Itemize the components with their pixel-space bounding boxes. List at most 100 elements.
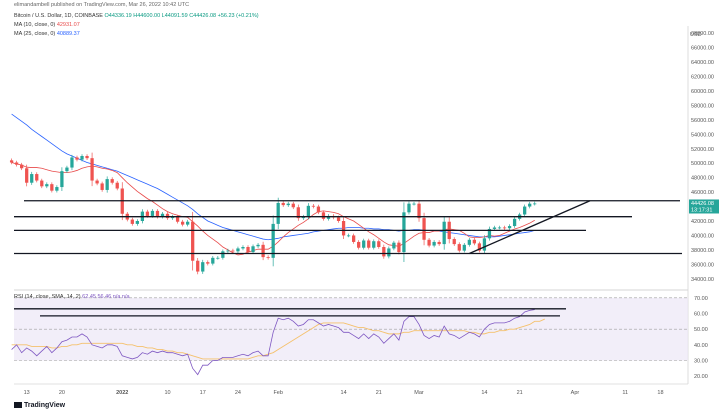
ohlc-values: O44336.19 H44600.00 L44091.59 C44426.08 … (104, 13, 259, 19)
candle-body (55, 187, 59, 191)
candle-body (523, 206, 527, 215)
candle-body (45, 184, 49, 187)
candle-body (70, 157, 74, 168)
candle-body (201, 262, 205, 272)
time-tick-label: 14 (481, 390, 487, 396)
tradingview-logo[interactable]: TradingView (14, 402, 65, 409)
ma25-legend[interactable]: MA (25, close, 0) 40889.37 (14, 31, 80, 37)
ma25-value: 40889.37 (56, 31, 80, 37)
candle-body (377, 241, 381, 247)
candle-body (367, 240, 371, 248)
price-tick-label: 58000.00 (691, 103, 714, 109)
price-tick-label: 66000.00 (691, 46, 714, 52)
candle-body (321, 212, 326, 219)
price-tick-label: 60000.00 (691, 89, 714, 95)
candle-body (130, 219, 134, 224)
candle-body (170, 216, 175, 219)
time-tick-label: 14 (341, 390, 347, 396)
candle-body (407, 203, 411, 213)
candle-body (241, 247, 245, 249)
price-tick-label: 50000.00 (691, 161, 714, 167)
ma10-label: MA (10, close, 0) (14, 22, 56, 28)
time-tick-label: 24 (235, 390, 241, 396)
time-tick-label: 10 (164, 390, 170, 396)
candle-body (336, 217, 341, 221)
candle-body (155, 210, 160, 217)
time-tick-label: 13 (24, 390, 30, 396)
candle-body (100, 183, 104, 190)
candle-body (65, 167, 69, 172)
candle-body (437, 241, 441, 245)
candle-body (105, 179, 109, 190)
candle-body (221, 251, 225, 258)
candle-body (362, 240, 366, 248)
ma10-legend[interactable]: MA (10, close, 0) 42931.07 (14, 22, 80, 28)
candle-body (306, 205, 311, 217)
candle-body (452, 239, 456, 245)
candle-body (296, 207, 300, 219)
axes: USD 68000.00 66000.00 64000.00 62000.00 6000… (24, 31, 719, 396)
tradingview-logo-text: TradingView (24, 402, 66, 409)
price-tick-label: 42000.00 (691, 219, 714, 225)
candle-body (50, 184, 54, 191)
rsi-tick-label: 70.00 (694, 296, 708, 302)
candle-body (472, 239, 476, 244)
candle-body (80, 156, 84, 160)
candle-body (397, 242, 401, 253)
price-tick-label: 64000.00 (691, 60, 714, 66)
candle-body (316, 206, 321, 213)
candle-body (256, 244, 260, 247)
candle-body (191, 221, 195, 261)
candle-body (246, 247, 250, 253)
price-tick-label: 48000.00 (691, 176, 714, 182)
rsi-tick-label: 60.00 (694, 312, 708, 318)
price-tick-label: 36000.00 (691, 262, 714, 268)
candle-body (261, 244, 265, 258)
rsi-tick-label: 40.00 (694, 343, 708, 349)
rsi-label: RSI (14, close, SMA, 14, 2) (14, 294, 81, 300)
candle-body (326, 215, 331, 219)
candle-body (487, 228, 492, 239)
candle-body (372, 241, 376, 248)
candle-body (211, 257, 215, 264)
tradingview-logo-icon (14, 402, 22, 409)
candle-body (14, 162, 19, 165)
candle-body (346, 235, 351, 237)
candle-body (25, 168, 29, 183)
candle-body (20, 164, 24, 169)
candle-body (533, 203, 537, 205)
candle-body (226, 250, 230, 252)
last-price-label: 44426.08 (691, 201, 714, 207)
candle-body (30, 174, 34, 183)
price-tick-label: 68000.00 (691, 31, 714, 37)
candle-body (422, 218, 426, 240)
candle-body (115, 182, 119, 189)
price-tick-label: 40000.00 (691, 233, 714, 239)
candle-body (85, 156, 89, 159)
rsi-legend[interactable]: RSI (14, close, SMA, 14, 2) 62.45 56.46 … (14, 294, 130, 300)
time-tick-label: Apr (571, 390, 580, 396)
candle-body (417, 203, 421, 219)
rsi-sma-line (11, 318, 545, 360)
candle-body (135, 221, 139, 224)
candle-body (40, 180, 44, 187)
rsi-line (11, 309, 535, 376)
candle-body (90, 158, 94, 181)
candle-body (442, 221, 446, 245)
time-tick-label: 2022 (116, 390, 128, 396)
ma10-value: 42931.07 (56, 22, 80, 28)
rsi-values: 62.45 56.46 n/a n/a (82, 294, 130, 300)
candle-body (160, 213, 165, 217)
candle-body (75, 157, 79, 160)
countdown-label: 13:17:31 (691, 207, 712, 213)
candle-body (392, 242, 396, 249)
support-resistance-lines (14, 200, 682, 255)
time-tick-label: 20 (59, 390, 65, 396)
candle-body (150, 210, 155, 216)
candlestick-series (9, 152, 537, 275)
time-tick-label: Feb (273, 390, 282, 396)
candle-body (281, 202, 285, 206)
candle-body (145, 211, 150, 216)
